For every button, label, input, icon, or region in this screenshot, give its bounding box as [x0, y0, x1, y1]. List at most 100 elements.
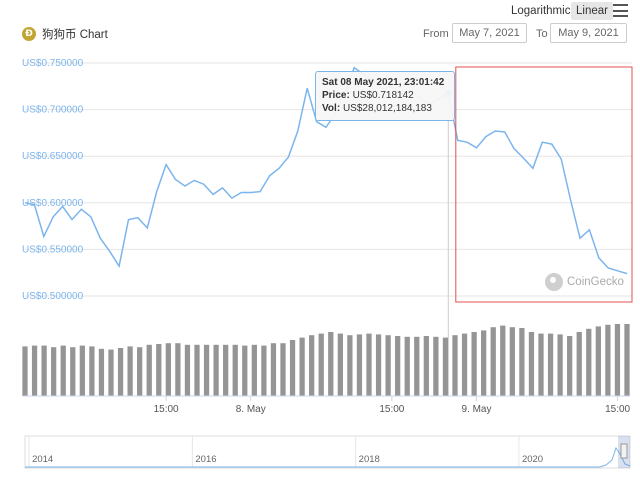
volume-bar: [309, 335, 315, 396]
volume-bar: [213, 344, 219, 396]
logarithmic-scale-button[interactable]: Logarithmic: [511, 5, 571, 17]
volume-bar: [108, 349, 114, 396]
tooltip-header: Sat 08 May 2021, 23:01:42: [322, 77, 445, 88]
volume-bar: [289, 340, 296, 396]
volume-bar: [270, 343, 277, 396]
y-tick-label: US$0.700000: [22, 105, 84, 116]
y-tick-label: US$0.600000: [22, 198, 84, 209]
volume-bar: [595, 326, 601, 396]
y-tick-label: US$0.550000: [22, 244, 84, 255]
volume-bar: [433, 336, 439, 396]
volume-bar: [538, 333, 544, 396]
volume-bar: [232, 344, 238, 396]
volume-bar: [519, 328, 525, 396]
to-date-input[interactable]: May 9, 2021: [550, 23, 627, 43]
navigator-series: [25, 446, 631, 468]
y-tick-label: US$0.500000: [22, 291, 84, 302]
navigator-year-label: 2020: [522, 454, 543, 465]
volume-bar: [414, 336, 420, 396]
volume-bar: [51, 347, 57, 396]
volume-bar: [184, 344, 191, 396]
hamburger-menu-icon[interactable]: [613, 4, 628, 17]
from-date-input[interactable]: May 7, 2021: [452, 23, 527, 43]
volume-bar: [146, 344, 152, 396]
highlight-box: [455, 66, 633, 303]
navigator-year-label: 2014: [32, 454, 53, 465]
volume-bar: [509, 327, 515, 396]
volume-bar: [137, 347, 143, 396]
volume-bar: [567, 336, 573, 396]
volume-bar: [31, 345, 38, 396]
coingecko-logo-icon: [545, 273, 563, 291]
volume-bar: [471, 332, 477, 396]
volume-bar: [404, 336, 410, 396]
volume-bar: [624, 324, 630, 396]
volume-bar: [70, 347, 76, 396]
tooltip-volume-value: US$28,012,184,183: [342, 103, 432, 114]
volume-bar: [337, 333, 343, 396]
volume-bar: [586, 328, 592, 396]
volume-bar: [442, 337, 449, 396]
watermark-text: CoinGecko: [567, 276, 624, 288]
volume-bar: [385, 335, 391, 396]
volume-bar: [490, 327, 496, 396]
volume-bar: [614, 324, 621, 396]
price-tooltip: Sat 08 May 2021, 23:01:42 Price: US$0.71…: [315, 71, 455, 121]
volume-bar: [605, 324, 611, 396]
volume-bar: [175, 343, 181, 396]
volume-bar: [395, 336, 401, 396]
volume-bar: [261, 345, 267, 396]
volume-bar: [22, 346, 28, 396]
navigator-handle[interactable]: [620, 443, 628, 459]
tooltip-price-row: Price: US$0.718142: [322, 90, 414, 101]
navigator-year-label: 2016: [195, 454, 216, 465]
dogecoin-logo-icon: Ð: [22, 27, 36, 41]
volume-bar: [528, 332, 535, 396]
volume-bar: [299, 337, 305, 396]
volume-bar: [500, 325, 506, 396]
tooltip-price-value: US$0.718142: [352, 90, 414, 101]
from-label: From: [423, 28, 449, 40]
coingecko-watermark: CoinGecko: [545, 273, 624, 291]
chart-title-row: Ð 狗狗币 Chart: [22, 25, 108, 43]
volume-bar: [165, 343, 171, 396]
volume-bar: [452, 335, 458, 396]
x-tick-label: 9. May: [461, 404, 491, 415]
to-label: To: [536, 28, 548, 40]
volume-bar: [117, 348, 124, 396]
volume-bar: [60, 345, 66, 396]
volume-bar: [223, 344, 229, 396]
volume-bar: [423, 336, 429, 396]
volume-bar: [280, 343, 286, 396]
volume-bar: [557, 334, 563, 396]
x-tick-label: 15:00: [379, 404, 404, 415]
volume-bar: [366, 333, 372, 396]
volume-bar: [89, 346, 95, 396]
volume-bar: [318, 333, 324, 396]
x-tick-label: 15:00: [154, 404, 179, 415]
volume-bar: [375, 334, 382, 396]
tooltip-volume-row: Vol: US$28,012,184,183: [322, 103, 432, 114]
linear-scale-button[interactable]: Linear: [571, 2, 613, 20]
x-tick-label: 15:00: [605, 404, 630, 415]
volume-bar: [576, 332, 582, 396]
chart-title: 狗狗币 Chart: [42, 29, 108, 41]
volume-bar: [481, 330, 487, 396]
toolbar: Logarithmic Linear: [0, 0, 640, 22]
volume-bar: [79, 345, 85, 396]
x-tick-label: 8. May: [236, 404, 266, 415]
y-tick-label: US$0.650000: [22, 151, 84, 162]
volume-bar: [203, 344, 210, 396]
volume-bar: [98, 348, 105, 396]
volume-bar: [328, 332, 334, 396]
price-line: [24, 66, 628, 275]
volume-bar: [547, 333, 554, 396]
volume-bar: [356, 334, 363, 396]
volume-bar: [156, 344, 162, 396]
volume-bar: [194, 344, 200, 396]
navigator-frame: [24, 435, 631, 469]
volume-bar: [461, 333, 468, 396]
volume-bar: [41, 345, 47, 396]
volume-bar: [347, 335, 353, 396]
volume-bar: [242, 345, 248, 396]
